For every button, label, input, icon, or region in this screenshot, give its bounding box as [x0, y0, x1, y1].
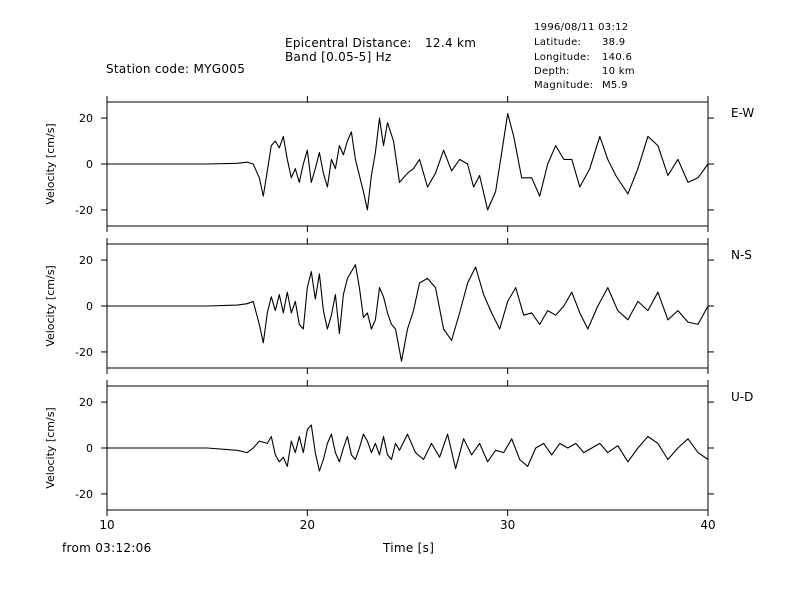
x-tick-label: 20	[300, 518, 315, 532]
series-label-u-d: U-D	[731, 390, 753, 404]
y-axis-label: Velocity [cm/s]	[44, 265, 57, 346]
waveform-e-w	[107, 112, 709, 211]
x-tick-label: 10	[99, 518, 114, 532]
y-tick-label: -20	[75, 488, 93, 501]
event-datetime: 1996/08/11 03:12	[534, 22, 629, 33]
y-tick-label: 20	[79, 396, 93, 409]
longitude-label: Longitude:	[534, 52, 591, 63]
y-tick-label: 0	[86, 300, 93, 313]
y-tick-label: 20	[79, 254, 93, 267]
latitude-value: 38.9	[602, 37, 626, 48]
series-label-n-s: N-S	[731, 248, 752, 262]
waveform-n-s	[107, 264, 709, 362]
epicentral-distance-label: Epicentral Distance:	[285, 36, 412, 50]
waveform-u-d	[107, 424, 709, 472]
depth-value: 10 km	[602, 66, 635, 77]
station-code: Station code: MYG005	[106, 62, 246, 76]
y-tick-label: 20	[79, 112, 93, 125]
band-label: Band [0.05-5] Hz	[285, 50, 392, 64]
y-axis-label: Velocity [cm/s]	[44, 123, 57, 204]
start-time-label: from 03:12:06	[62, 541, 152, 555]
magnitude-value: M5.9	[602, 80, 628, 91]
latitude-label: Latitude:	[534, 37, 582, 48]
x-tick-label: 30	[500, 518, 515, 532]
magnitude-label: Magnitude:	[534, 80, 594, 91]
epicentral-distance-value: 12.4 km	[425, 36, 477, 50]
y-axis-label: Velocity [cm/s]	[44, 407, 57, 488]
x-tick-label: 40	[700, 518, 715, 532]
y-tick-label: -20	[75, 346, 93, 359]
y-tick-label: -20	[75, 204, 93, 217]
depth-label: Depth:	[534, 66, 570, 77]
longitude-value: 140.6	[602, 52, 633, 63]
y-tick-label: 0	[86, 158, 93, 171]
y-tick-label: 0	[86, 442, 93, 455]
series-label-e-w: E-W	[731, 106, 754, 120]
x-axis-label: Time [s]	[383, 541, 435, 555]
